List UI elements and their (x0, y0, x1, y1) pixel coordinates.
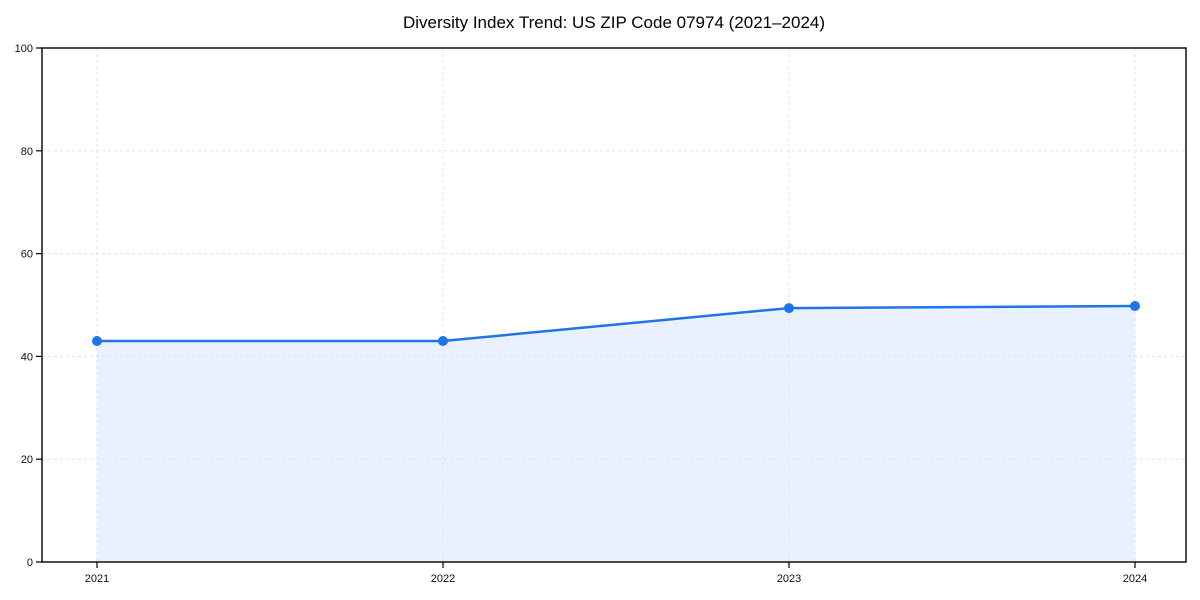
trend-line-layer (95, 304, 1137, 343)
x-tick-label: 2024 (1123, 573, 1147, 585)
y-tick-label: 40 (21, 351, 33, 363)
y-tick-label: 80 (21, 146, 33, 158)
trend-line-path (95, 304, 1137, 343)
y-tick-label: 100 (15, 43, 33, 55)
x-tick-label: 2023 (777, 573, 801, 585)
x-tick-label: 2022 (431, 573, 455, 585)
data-point-marker (784, 303, 794, 314)
plot-border-layer (41, 47, 1187, 563)
y-tick-label: 0 (27, 557, 33, 569)
data-point-marker (1130, 301, 1140, 312)
y-tick-label: 20 (21, 454, 33, 466)
data-point-marker (92, 335, 102, 346)
tick-marks-layer (36, 47, 1136, 568)
area-fill-layer (97, 306, 1135, 562)
data-point-marker (438, 335, 448, 346)
data-points-layer (92, 301, 1140, 346)
plot-border (41, 47, 1187, 563)
tick-labels-layer: 0 20 40 60 80 100 2021 2022 2023 2024 (15, 43, 1148, 585)
y-tick-label: 60 (21, 249, 33, 261)
area-fill-path (97, 306, 1135, 562)
x-tick-label: 2021 (85, 573, 109, 585)
gridlines-layer (42, 48, 1186, 562)
chart-title: Diversity Index Trend: US ZIP Code 07974… (402, 13, 826, 32)
